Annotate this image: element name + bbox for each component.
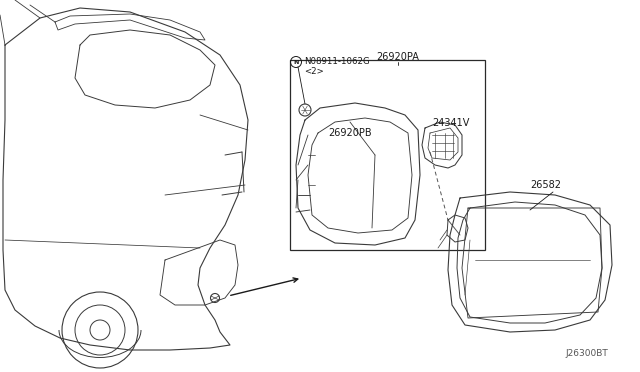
- Text: N08911-1062G: N08911-1062G: [304, 57, 370, 66]
- Text: N: N: [293, 60, 299, 64]
- Text: J26300BT: J26300BT: [565, 349, 608, 358]
- Text: 24341V: 24341V: [432, 118, 469, 128]
- Text: <2>: <2>: [304, 67, 324, 76]
- Text: 26920PB: 26920PB: [328, 128, 372, 138]
- Text: 26582: 26582: [530, 180, 561, 190]
- Text: 26920PA: 26920PA: [376, 52, 419, 62]
